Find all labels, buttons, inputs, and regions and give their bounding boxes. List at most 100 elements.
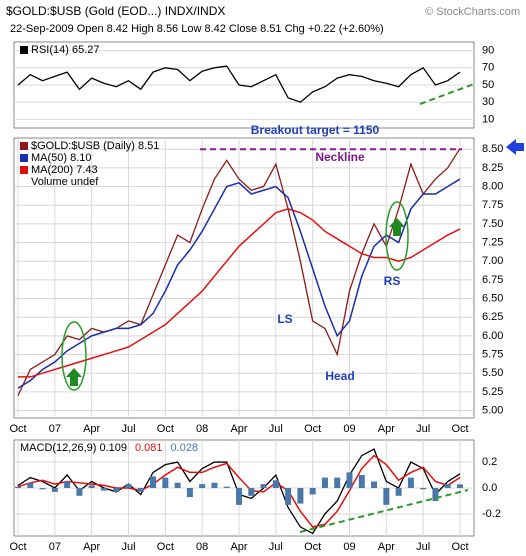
y-tick-label: 8.50: [482, 143, 503, 155]
rsi-trendline: [419, 83, 475, 105]
x-tick-label: 08: [196, 423, 208, 435]
histogram-bar: [444, 484, 451, 488]
y-tick-label: 5.75: [482, 348, 503, 360]
histogram-bar: [15, 486, 21, 488]
x-tick-label: 08: [196, 541, 208, 553]
x-tick-label: Apr: [378, 423, 395, 435]
histogram-bar: [162, 477, 169, 488]
y-tick-label: 8.25: [482, 162, 503, 174]
series-line: [17, 454, 461, 528]
histogram-bar: [420, 488, 427, 490]
price-arrow: [506, 139, 524, 155]
x-tick-label: Apr: [378, 541, 395, 553]
y-tick-label: 6.25: [482, 311, 503, 323]
y-tick-label: 6.00: [482, 330, 503, 342]
histogram-bar: [39, 488, 46, 490]
x-tick-label: Jul: [121, 423, 135, 435]
histogram-bar: [150, 476, 157, 488]
y-tick-label: 6.75: [482, 274, 503, 286]
histogram-bar: [432, 488, 439, 501]
histogram-bar: [88, 485, 95, 488]
source: © StockCharts.com: [425, 6, 520, 18]
macd-trendline: [299, 489, 469, 533]
y-tick-label: 6.50: [482, 292, 503, 304]
x-tick-label: Apr: [83, 423, 100, 435]
y-tick-label: 7.00: [482, 255, 503, 267]
histogram-bar: [199, 484, 206, 488]
legend-swatch: [20, 142, 28, 150]
histogram-bar: [346, 472, 353, 488]
legend-swatch: [20, 154, 28, 162]
header-title: $GOLD:$USB (Gold (EOD...) INDX/INDX: [6, 4, 225, 18]
x-tick-label: Apr: [230, 541, 247, 553]
histogram-bar: [309, 488, 316, 495]
annotation: RS: [384, 274, 401, 288]
x-tick-label: 07: [49, 541, 61, 553]
y-tick-label: 5.25: [482, 386, 503, 398]
histogram-bar: [358, 475, 365, 488]
histogram-bar: [236, 488, 242, 505]
up-arrow: [389, 218, 405, 236]
histogram-bar: [272, 480, 279, 488]
y-tick-label: 7.75: [482, 199, 503, 211]
x-tick-label: Oct: [304, 541, 321, 553]
histogram-bar: [457, 484, 463, 488]
histogram-bar: [186, 488, 193, 498]
histogram-bar: [113, 488, 120, 492]
histogram-bar: [395, 488, 402, 496]
x-tick-label: Oct: [304, 423, 321, 435]
x-tick-label: Jul: [269, 423, 283, 435]
legend-entry: RSI(14) 65.27: [31, 44, 99, 56]
annotation: Breakout target = 1150: [251, 123, 380, 137]
histogram-bar: [297, 488, 304, 504]
y-tick-label: 0.0: [482, 482, 497, 494]
x-tick-label: 07: [49, 423, 61, 435]
histogram-bar: [76, 488, 83, 496]
x-tick-label: Jul: [269, 541, 283, 553]
up-arrow: [66, 368, 82, 386]
annotation: Head: [325, 369, 354, 383]
x-tick-label: Jul: [416, 541, 430, 553]
x-tick-label: Oct: [9, 541, 26, 553]
oval: [61, 321, 87, 391]
histogram-bar: [174, 482, 181, 488]
histogram-bar: [285, 488, 292, 505]
histogram-bar: [125, 484, 132, 488]
histogram-bar: [407, 477, 414, 488]
x-tick-label: Apr: [83, 541, 100, 553]
legend-entry: $GOLD:$USB (Daily) 8.51: [31, 140, 159, 152]
x-tick-label: Oct: [157, 541, 174, 553]
histogram-bar: [51, 488, 58, 492]
x-tick-label: Apr: [230, 423, 247, 435]
histogram-bar: [27, 482, 34, 488]
x-tick-label: Oct: [451, 423, 468, 435]
histogram-bar: [223, 486, 230, 488]
series-line: [18, 208, 461, 378]
x-tick-label: 09: [343, 541, 355, 553]
x-tick-label: 09: [343, 423, 355, 435]
histogram-bar: [334, 477, 341, 488]
y-tick-label: 5.50: [482, 367, 503, 379]
legend-entry: 0.081: [135, 442, 163, 454]
histogram-bar: [383, 488, 390, 505]
y-tick-label: 90: [482, 45, 494, 57]
y-tick-label: -0.2: [482, 508, 501, 520]
histogram-bar: [260, 484, 267, 488]
quote: 22-Sep-2009 Open 8.42 High 8.56 Low 8.42…: [10, 23, 384, 35]
legend-entry: MACD(12,26,9) 0.109: [20, 442, 127, 454]
legend-swatch: [20, 166, 28, 174]
oval: [385, 201, 409, 271]
x-tick-label: Oct: [451, 541, 468, 553]
histogram-bar: [211, 482, 218, 488]
y-tick-label: 70: [482, 62, 494, 74]
annotation: LS: [277, 312, 292, 326]
histogram-bar: [64, 481, 71, 488]
legend-entry: Volume undef: [31, 176, 99, 188]
legend-swatch: [20, 46, 28, 54]
histogram-bar: [137, 488, 144, 492]
annotation: Neckline: [315, 150, 365, 164]
y-tick-label: 8.00: [482, 180, 503, 192]
histogram-bar: [321, 477, 328, 488]
x-tick-label: Jul: [416, 423, 430, 435]
